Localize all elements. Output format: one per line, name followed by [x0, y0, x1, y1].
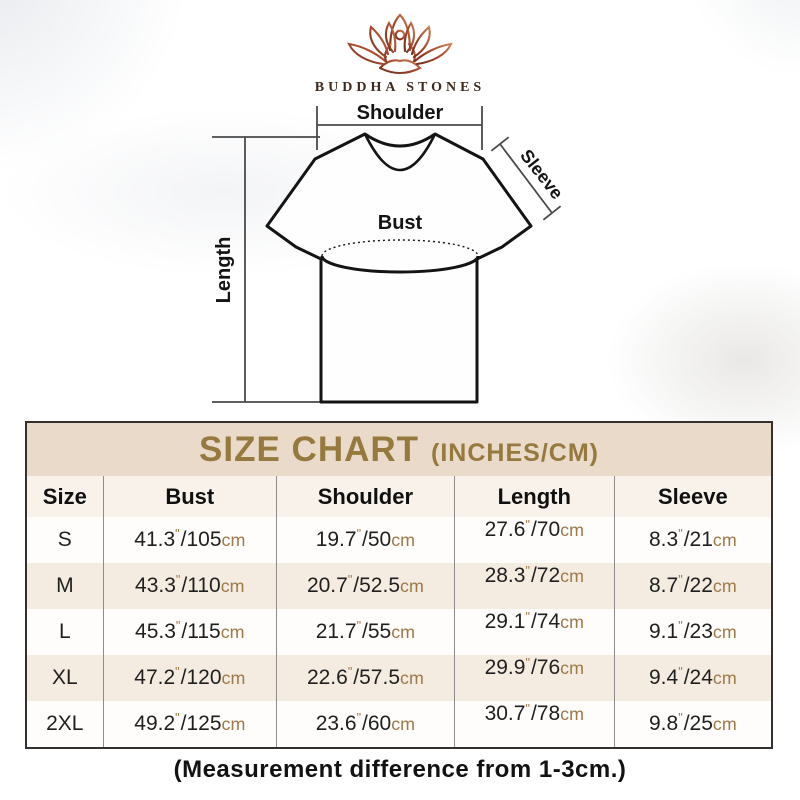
table-row: 2XL 49.2"/125cm 23.6"/60cm 30.7"/78cm 9.8"/2…	[27, 701, 771, 747]
size-cell: XL	[27, 655, 104, 701]
size-chart-units-subtitle: (INCHES/CM)	[431, 439, 599, 467]
sleeve-measurement-cell: 8.7"/22cm	[649, 573, 737, 597]
column-header: Bust	[104, 476, 277, 517]
bust-measurement-cell: 43.3"/110cm	[104, 563, 277, 609]
table-row: XL 47.2"/120cm 22.6"/57.5cm 29.9"/76cm 9.4"/…	[27, 655, 771, 701]
shoulder-measurement-cell: 23.6"/60cm	[277, 701, 455, 747]
bust-measurement-cell: 41.3"/105cm	[104, 517, 277, 563]
size-table-body: Size Bust Shoulder Length Sleeve S 41.3"/105cm…	[27, 476, 771, 747]
size-chart-title: SIZE CHART	[199, 430, 420, 469]
shoulder-measurement-cell: 20.7"/52.5cm	[277, 563, 455, 609]
bust-line-dotted	[321, 239, 479, 257]
length-measurement-cell: 27.6"/70cm	[455, 517, 615, 563]
bust-label: Bust	[378, 212, 423, 234]
tshirt-outline	[265, 132, 533, 404]
shoulder-measurement-cell: 22.6"/57.5cm	[277, 655, 455, 701]
tshirt-measurement-diagram: Shoulder Bust Length Sleeve	[212, 102, 567, 404]
table-row: M 43.3"/110cm 20.7"/52.5cm 28.3"/72cm 8.7"/2…	[27, 563, 771, 609]
size-cell: 2XL	[27, 701, 104, 747]
column-header: Length	[455, 476, 615, 517]
column-header: Shoulder	[277, 476, 455, 517]
size-cell: S	[27, 517, 104, 563]
size-chart-title-band: SIZE CHART (INCHES/CM)	[27, 423, 771, 476]
shoulder-measurement-cell: 21.7"/55cm	[277, 609, 455, 655]
column-header: Sleeve	[657, 483, 728, 509]
sleeve-measure-lines	[490, 136, 562, 221]
size-cell: L	[27, 609, 104, 655]
bust-measurement-cell: 49.2"/125cm	[104, 701, 277, 747]
length-measurement-cell: 29.1"/74cm	[455, 609, 615, 655]
length-measurement-cell: 30.7"/78cm	[455, 701, 615, 747]
shoulder-measurement-cell: 19.7"/50cm	[277, 517, 455, 563]
table-row: S 41.3"/105cm 19.7"/50cm 27.6"/70cm 8.3"/21c…	[27, 517, 771, 563]
bust-measurement-cell: 47.2"/120cm	[104, 655, 277, 701]
shoulder-measure-lines	[316, 106, 483, 150]
length-measure-lines	[212, 136, 320, 403]
column-header: Size	[27, 476, 104, 517]
size-chart-table: SIZE CHART (INCHES/CM) Size Bust Shoulder L…	[25, 421, 773, 749]
sleeve-measurement-cell: 9.8"/25cm	[649, 711, 737, 735]
length-measurement-cell: 28.3"/72cm	[455, 563, 615, 609]
length-label: Length	[213, 237, 235, 304]
lotus-meditation-icon	[347, 13, 453, 75]
sleeve-measurement-cell: 8.3"/21cm	[649, 527, 737, 551]
brand-name: BUDDHA STONES	[314, 80, 486, 95]
table-row: L 45.3"/115cm 21.7"/55cm 29.1"/74cm 9.1"/23c…	[27, 609, 771, 655]
bust-measurement-cell: 45.3"/115cm	[104, 609, 277, 655]
sleeve-measurement-cell: 9.1"/23cm	[649, 619, 737, 643]
table-header-row: Size Bust Shoulder Length Sleeve	[27, 476, 771, 517]
bust-line-solid	[320, 255, 480, 274]
shoulder-label: Shoulder	[357, 102, 444, 124]
brand-header: BUDDHA STONES	[0, 6, 800, 96]
length-measurement-cell: 29.9"/76cm	[455, 655, 615, 701]
size-cell: M	[27, 563, 104, 609]
sleeve-measurement-cell: 9.4"/24cm	[649, 665, 737, 689]
measurement-note: (Measurement difference from 1-3cm.)	[173, 756, 627, 783]
